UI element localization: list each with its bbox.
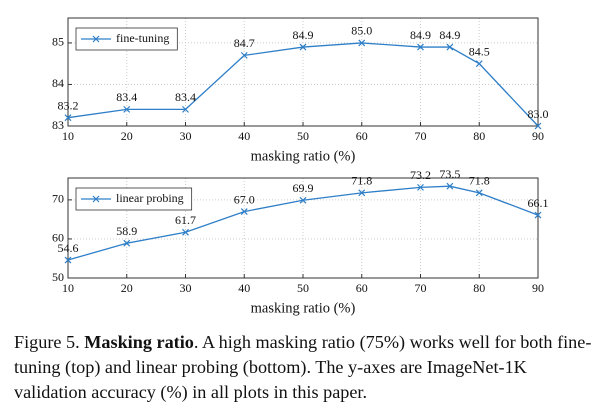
series-line [67, 42, 539, 127]
y-tick-label: 84 [52, 76, 64, 90]
marker [123, 105, 131, 113]
y-tick-label: 70 [52, 192, 64, 206]
x-tick-label: 50 [297, 281, 309, 295]
data-label: 67.0 [234, 192, 255, 206]
marker [240, 51, 248, 59]
marker [299, 43, 307, 51]
plot-frame [67, 17, 539, 127]
y-tick-label: 83 [52, 118, 64, 132]
legend-marker [92, 195, 100, 203]
x-tick-label: 90 [532, 281, 544, 295]
marker [299, 196, 307, 204]
marker [358, 189, 366, 197]
x-tick-label: 70 [415, 281, 427, 295]
x-tick-label: 20 [121, 129, 133, 143]
marker [475, 189, 483, 197]
data-label: 85.0 [351, 24, 372, 38]
marker [534, 211, 542, 219]
x-tick-label: 90 [532, 129, 544, 143]
marker [358, 39, 366, 47]
legend-label: fine-tuning [116, 31, 169, 45]
legend-box [75, 27, 178, 51]
data-label: 61.7 [175, 213, 196, 227]
plot-frame [67, 177, 539, 279]
data-label: 69.9 [293, 181, 314, 195]
legend-marker [92, 35, 100, 43]
legend-box [75, 187, 193, 211]
x-tick-label: 10 [62, 129, 74, 143]
x-tick-label: 40 [238, 281, 250, 295]
data-label: 54.6 [58, 241, 79, 255]
data-label: 71.8 [469, 174, 490, 188]
marker [64, 256, 72, 264]
data-label: 84.9 [293, 28, 314, 42]
x-tick-label: 60 [356, 129, 368, 143]
x-tick-label: 10 [62, 281, 74, 295]
marker [417, 43, 424, 51]
figure: 83 84 85 10 20 30 40 50 60 70 80 90 masking ratio (%… [52, 17, 549, 316]
x-tick-label: 70 [415, 129, 427, 143]
marker [446, 182, 454, 190]
marker [123, 239, 131, 247]
caption-label: Figure 5. [14, 332, 80, 352]
data-label: 83.4 [175, 90, 196, 104]
marker [64, 114, 72, 122]
marker [534, 122, 542, 130]
marker [240, 208, 248, 216]
marker [475, 60, 483, 68]
marker [446, 43, 454, 51]
data-label: 84.5 [469, 44, 490, 58]
marker [417, 183, 424, 191]
data-label: 71.8 [351, 174, 372, 188]
marker [182, 228, 189, 236]
caption-text: . A high masking ratio (75%) works well … [14, 332, 592, 402]
x-tick-label: 80 [473, 129, 485, 143]
data-label: 73.2 [410, 168, 431, 182]
legend-label: linear probing [116, 191, 184, 205]
x-tick-label: 60 [356, 281, 368, 295]
x-tick-label: 40 [238, 129, 250, 143]
data-label: 73.5 [439, 167, 460, 181]
data-label: 66.1 [528, 196, 549, 210]
y-tick-label: 50 [52, 270, 64, 284]
data-label: 58.9 [116, 224, 137, 238]
x-axis-label: masking ratio (%) [251, 300, 356, 316]
data-label: 84.9 [410, 28, 431, 42]
y-tick-label: 85 [52, 35, 64, 49]
data-label: 83.2 [58, 98, 79, 112]
data-label: 84.9 [439, 28, 460, 42]
data-label: 83.4 [116, 90, 137, 104]
caption-bold: Masking ratio [84, 332, 194, 352]
x-tick-label: 30 [180, 129, 192, 143]
data-label: 83.0 [528, 107, 549, 121]
x-axis-label: masking ratio (%) [251, 148, 356, 164]
x-tick-label: 50 [297, 129, 309, 143]
caption: Figure 5. Masking ratio. A high masking … [14, 330, 604, 405]
x-tick-label: 20 [121, 281, 133, 295]
x-tick-label: 30 [180, 281, 192, 295]
x-tick-label: 80 [473, 281, 485, 295]
data-label: 84.7 [234, 36, 255, 50]
y-tick-label: 60 [52, 231, 64, 245]
series-line [67, 185, 539, 261]
marker [182, 105, 189, 113]
